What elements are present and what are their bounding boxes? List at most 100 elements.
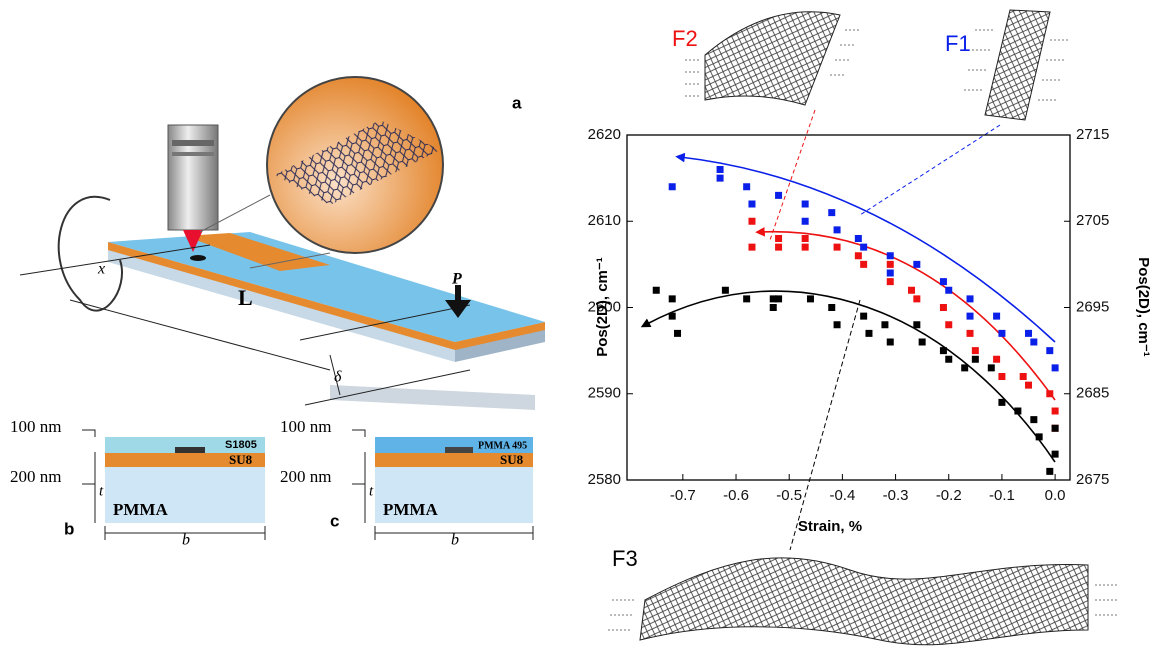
load-label: P bbox=[451, 271, 462, 288]
data-point bbox=[998, 373, 1005, 380]
data-point bbox=[887, 270, 894, 277]
dim-label: 100 nm bbox=[280, 417, 331, 436]
data-point bbox=[669, 313, 676, 320]
data-point bbox=[653, 287, 660, 294]
dim-label: 200 nm bbox=[10, 467, 61, 486]
inset-label: F1 bbox=[945, 31, 971, 56]
data-point bbox=[1052, 364, 1059, 371]
data-point bbox=[913, 261, 920, 268]
data-point bbox=[722, 287, 729, 294]
panel-label: b bbox=[64, 519, 74, 538]
dim-label: 100 nm bbox=[10, 417, 61, 436]
thickness-label: t bbox=[99, 483, 104, 499]
data-point bbox=[913, 295, 920, 302]
data-point bbox=[993, 356, 1000, 363]
layer-label: PMMA bbox=[113, 500, 168, 519]
data-point bbox=[743, 183, 750, 190]
data-point bbox=[834, 244, 841, 251]
y2-tick-label: 2685 bbox=[1076, 385, 1109, 402]
data-point bbox=[881, 321, 888, 328]
dim-label: 200 nm bbox=[280, 467, 331, 486]
data-point bbox=[717, 175, 724, 182]
x-tick-label: -0.3 bbox=[883, 487, 909, 504]
data-point bbox=[807, 295, 814, 302]
x-tick-label: -0.7 bbox=[670, 487, 696, 504]
layer-label: SU8 bbox=[500, 452, 524, 467]
data-point bbox=[887, 339, 894, 346]
data-point bbox=[855, 252, 862, 259]
x-axis-title: Strain, % bbox=[798, 518, 862, 535]
data-point bbox=[940, 347, 947, 354]
data-point bbox=[1025, 382, 1032, 389]
x-tick-label: -0.5 bbox=[776, 487, 802, 504]
data-point bbox=[717, 166, 724, 173]
y2-tick-label: 2695 bbox=[1076, 298, 1109, 315]
data-point bbox=[967, 313, 974, 320]
data-point bbox=[828, 304, 835, 311]
data-point bbox=[802, 235, 809, 242]
data-point bbox=[1020, 373, 1027, 380]
data-point bbox=[865, 330, 872, 337]
data-point bbox=[1030, 339, 1037, 346]
width-label: b bbox=[451, 532, 459, 549]
y2-tick-label: 2715 bbox=[1076, 126, 1109, 143]
data-point bbox=[775, 295, 782, 302]
layer-label: S1805 bbox=[225, 439, 257, 451]
data-point bbox=[940, 304, 947, 311]
data-point bbox=[967, 295, 974, 302]
y-tick-label: 2610 bbox=[588, 212, 621, 229]
data-point bbox=[802, 244, 809, 251]
data-point bbox=[1036, 433, 1043, 440]
data-point bbox=[1025, 330, 1032, 337]
cantilever-diagram bbox=[20, 77, 545, 410]
data-point bbox=[802, 218, 809, 225]
data-point bbox=[972, 356, 979, 363]
data-point bbox=[988, 364, 995, 371]
fit-curve bbox=[760, 232, 1055, 400]
data-point bbox=[945, 356, 952, 363]
y-tick-label: 2620 bbox=[588, 126, 621, 143]
data-point bbox=[887, 278, 894, 285]
data-point bbox=[1052, 451, 1059, 458]
x-tick-label: 0.0 bbox=[1045, 487, 1066, 504]
y2-axis-title: Pos(2D), cm⁻¹ bbox=[1135, 257, 1152, 357]
data-point bbox=[674, 330, 681, 337]
panel-label: a bbox=[512, 93, 522, 112]
panel-label: c bbox=[330, 511, 339, 530]
figure: x L P δ a 100 nm 200 nm S1805 SU8 PMMA t… bbox=[0, 0, 1157, 657]
length-label: L bbox=[238, 285, 253, 310]
width-label: b bbox=[182, 532, 190, 549]
data-point bbox=[913, 321, 920, 328]
data-point bbox=[775, 235, 782, 242]
data-point bbox=[860, 261, 867, 268]
data-point bbox=[743, 295, 750, 302]
plot-frame bbox=[627, 135, 1070, 480]
data-point bbox=[993, 313, 1000, 320]
x-label: x bbox=[97, 261, 105, 278]
data-point bbox=[855, 235, 862, 242]
y2-tick-label: 2675 bbox=[1076, 471, 1109, 488]
layer-label: PMMA bbox=[383, 500, 438, 519]
data-point bbox=[860, 244, 867, 251]
x-tick-label: -0.4 bbox=[829, 487, 855, 504]
data-point bbox=[887, 252, 894, 259]
data-point bbox=[919, 339, 926, 346]
data-point bbox=[834, 226, 841, 233]
data-point bbox=[775, 244, 782, 251]
data-point bbox=[669, 183, 676, 190]
data-point bbox=[860, 313, 867, 320]
deflection-label: δ bbox=[334, 369, 342, 386]
data-point bbox=[770, 304, 777, 311]
data-point bbox=[945, 287, 952, 294]
data-point bbox=[967, 330, 974, 337]
data-point bbox=[887, 261, 894, 268]
data-point bbox=[834, 321, 841, 328]
x-tick-label: -0.1 bbox=[989, 487, 1015, 504]
data-point bbox=[1046, 347, 1053, 354]
data-point bbox=[775, 192, 782, 199]
y-tick-label: 2580 bbox=[588, 471, 621, 488]
data-point bbox=[1052, 408, 1059, 415]
data-point bbox=[748, 244, 755, 251]
y-axis-title: Pos(2D), cm⁻¹ bbox=[594, 257, 611, 357]
